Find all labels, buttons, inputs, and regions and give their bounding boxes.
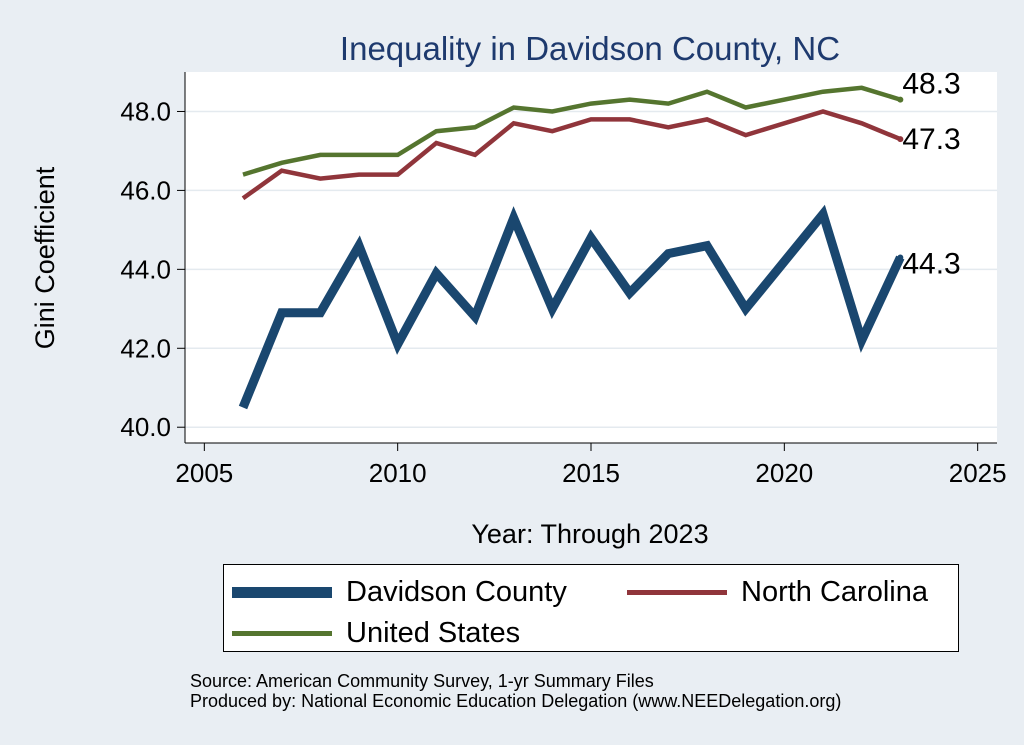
end-label-united-states: 48.3 [902,68,960,101]
y-tick-label: 42.0 [120,333,171,363]
legend-item-north-carolina: North Carolina [627,576,928,609]
plot-area [185,72,997,443]
gridlines [185,110,997,428]
series-end-point-north-carolina [897,136,904,143]
x-tick-label: 2025 [949,458,1007,488]
x-axis-label: Year: Through 2023 [471,519,708,549]
series-end-point-davidson-county [897,254,904,261]
series-line-davidson-county [238,204,905,410]
legend-swatch-davidson-county [232,587,332,598]
x-tick-label: 2020 [755,458,813,488]
y-tick-label: 46.0 [120,175,171,205]
series-line-north-carolina [241,109,902,201]
source-line: Source: American Community Survey, 1-yr … [190,671,654,691]
x-tick-label: 2010 [369,458,427,488]
end-labels: 48.3 47.3 44.3 [902,68,960,281]
produced-by-line: Produced by: National Economic Education… [190,691,842,711]
legend-swatch-north-carolina [627,590,727,595]
end-label-davidson-county: 44.3 [902,248,960,281]
legend-label: North Carolina [741,576,928,608]
end-label-north-carolina: 47.3 [902,123,960,156]
x-tick-label: 2005 [175,458,233,488]
y-tick-label: 40.0 [120,412,171,442]
legend-swatch-united-states [232,631,332,636]
legend: Davidson County North Carolina United St… [223,564,959,652]
legend-label: United States [346,617,521,649]
source-note: Source: American Community Survey, 1-yr … [190,671,841,711]
legend-item-united-states: United States [232,617,520,650]
y-tick-label: 48.0 [120,96,171,126]
chart-title: Inequality in Davidson County, NC [340,30,840,67]
y-tick-label: 44.0 [120,254,171,284]
legend-item-davidson-county: Davidson County [232,576,567,609]
legend-label: Davidson County [346,576,567,608]
x-tick-label: 2015 [562,458,620,488]
series-line-united-states [242,85,901,177]
ticks: 40.0 42.0 44.0 46.0 48.0 2005 2010 2015 2020 2025 [120,96,1006,488]
series-end-point-united-states [897,96,904,103]
series-lines [238,85,905,410]
y-axis-label: Gini Coefficient [30,166,60,349]
